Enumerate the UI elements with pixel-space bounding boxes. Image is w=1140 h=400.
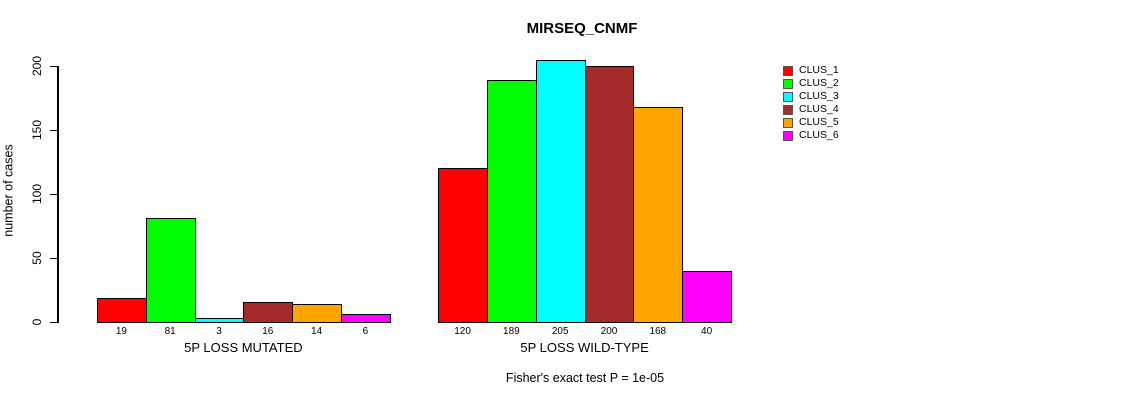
legend-swatch — [783, 130, 793, 141]
y-axis-tick-label: 150 — [30, 119, 44, 141]
legend-label: CLUS_1 — [799, 64, 839, 76]
y-axis-tick — [50, 193, 57, 195]
y-axis-tick-label: 200 — [30, 55, 44, 77]
bar-CLUS_2-group1 — [145, 218, 196, 323]
legend-swatch — [783, 78, 793, 89]
y-axis-tick — [50, 129, 57, 131]
bar-value-label: 14 — [311, 326, 323, 337]
group-label-2: 5P LOSS WILD-TYPE — [520, 340, 649, 355]
legend-label: CLUS_4 — [799, 103, 839, 115]
bar-CLUS_5-group2 — [633, 107, 684, 323]
bar-CLUS_4-group1 — [243, 302, 294, 323]
legend: CLUS_1 CLUS_2 CLUS_3 CLUS_4 CLUS_5 CLUS_6 — [783, 64, 839, 142]
y-axis-tick — [50, 65, 57, 67]
bar-CLUS_1-group1 — [97, 298, 147, 323]
y-axis-tick-label: 50 — [30, 251, 44, 265]
fisher-test-note: Fisher's exact test P = 1e-05 — [505, 371, 665, 385]
legend-label: CLUS_3 — [799, 90, 839, 102]
bar-value-label: 205 — [551, 326, 569, 337]
legend-swatch — [783, 91, 793, 102]
bar-CLUS_6-group1 — [341, 314, 391, 323]
bar-value-label: 6 — [362, 326, 369, 337]
legend-label: CLUS_5 — [799, 116, 839, 128]
y-axis-line — [57, 65, 59, 323]
y-axis-tick — [50, 321, 57, 323]
group-label-1: 5P LOSS MUTATED — [184, 340, 303, 355]
legend-item-CLUS_1: CLUS_1 — [783, 64, 839, 77]
legend-swatch — [783, 104, 793, 115]
chart-title: MIRSEQ_CNMF — [526, 20, 638, 37]
legend-swatch — [783, 117, 793, 128]
bar-value-label: 168 — [649, 326, 667, 337]
legend-item-CLUS_2: CLUS_2 — [783, 77, 839, 90]
legend-label: CLUS_2 — [799, 77, 839, 89]
legend-item-CLUS_4: CLUS_4 — [783, 103, 839, 116]
y-axis-label: number of cases — [1, 144, 16, 237]
bar-value-label: 81 — [164, 326, 176, 337]
bar-CLUS_4-group2 — [584, 66, 635, 323]
bar-CLUS_1-group2 — [438, 168, 488, 323]
y-axis-tick-label: 0 — [30, 318, 44, 326]
bar-value-label: 189 — [503, 326, 520, 337]
bar-value-label: 16 — [262, 326, 274, 337]
legend-item-CLUS_3: CLUS_3 — [783, 90, 839, 103]
bar-value-label: 19 — [115, 326, 127, 337]
legend-swatch — [783, 65, 793, 76]
bar-value-label: 3 — [216, 326, 222, 337]
bar-value-label: 120 — [454, 326, 471, 337]
legend-item-CLUS_6: CLUS_6 — [783, 129, 839, 142]
bar-CLUS_3-group1 — [194, 318, 245, 323]
y-axis-tick — [50, 257, 57, 259]
bar-CLUS_3-group2 — [535, 60, 586, 323]
y-axis-tick-label: 100 — [30, 183, 44, 205]
legend-item-CLUS_5: CLUS_5 — [783, 116, 839, 129]
bar-value-label: 40 — [701, 326, 713, 337]
legend-label: CLUS_6 — [799, 129, 839, 141]
bar-CLUS_6-group2 — [682, 271, 732, 323]
bar-CLUS_5-group1 — [292, 304, 342, 323]
bar-value-label: 200 — [600, 326, 618, 337]
bar-CLUS_2-group2 — [487, 80, 537, 323]
